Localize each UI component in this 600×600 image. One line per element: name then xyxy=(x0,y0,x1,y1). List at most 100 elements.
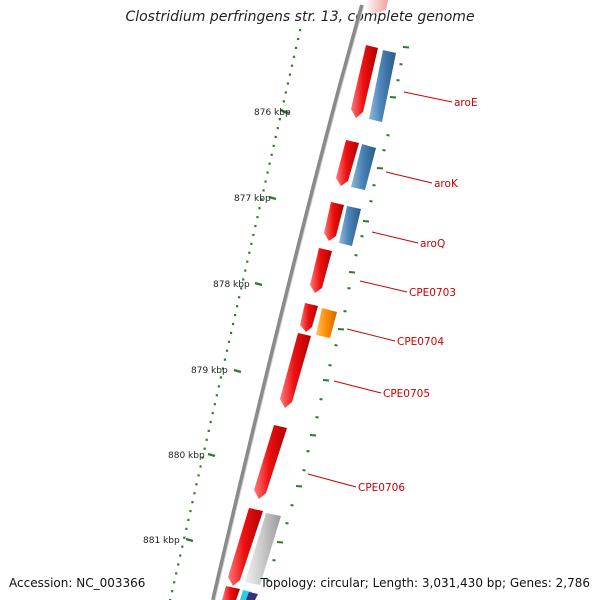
ruler-dot xyxy=(274,135,277,139)
ruler-major-tick xyxy=(281,109,290,115)
ruler-dot xyxy=(199,465,202,468)
ruler-dot xyxy=(221,367,225,370)
kbp-ruler xyxy=(169,29,302,600)
ruler-dot xyxy=(223,358,227,361)
ruler-dot xyxy=(179,554,182,557)
gene-CPE0706[interactable] xyxy=(254,425,287,499)
gc-tick xyxy=(306,450,310,453)
ruler-major-tick xyxy=(207,452,216,458)
ruler-dot xyxy=(248,251,251,254)
gc-tick xyxy=(285,522,289,525)
ruler-major-tick xyxy=(268,195,277,201)
gc-tick-marks xyxy=(266,46,410,582)
gc-tick xyxy=(382,149,386,152)
leader-line-CPE0703 xyxy=(359,280,408,293)
gene-gray-bottom[interactable] xyxy=(245,513,281,585)
leader-line-CPE0705 xyxy=(333,380,382,394)
ruler-dot xyxy=(177,563,180,566)
gc-tick xyxy=(369,200,373,203)
accession-text: Accession: NC_003366 xyxy=(9,576,146,590)
ruler-dot xyxy=(272,144,275,147)
leader-line-CPE0706 xyxy=(307,473,357,488)
gc-tick xyxy=(402,46,410,49)
ruler-dot xyxy=(191,501,194,504)
ruler-major-tick xyxy=(233,368,242,374)
map-title: Clostridium perfringens str. 13, complet… xyxy=(125,9,475,25)
ruler-dot xyxy=(246,260,249,263)
gene-label-CPE0704[interactable]: CPE0704 xyxy=(397,336,444,348)
gene-CPE0704[interactable] xyxy=(300,303,318,332)
gene-label-CPE0703[interactable]: CPE0703 xyxy=(409,287,456,299)
gene-CPE0703[interactable] xyxy=(310,248,332,293)
ruler-dot xyxy=(260,198,263,201)
gene-label-CPE0706[interactable]: CPE0706 xyxy=(358,482,405,494)
gene-purple-bottom[interactable] xyxy=(246,592,258,600)
genome-backbone xyxy=(211,4,364,600)
ruler-dot xyxy=(175,572,178,575)
gene-red-bottom-2[interactable] xyxy=(222,586,240,600)
gc-tick xyxy=(354,254,358,257)
ruler-dot xyxy=(201,456,204,459)
ruler-dot xyxy=(205,438,208,441)
gc-tick xyxy=(315,416,319,419)
ruler-label: 880 kbp xyxy=(168,451,205,461)
gc-tick xyxy=(328,364,332,367)
ruler-label: 877 kbp xyxy=(234,194,271,204)
ruler-label: 881 kbp xyxy=(143,536,180,546)
gc-tick xyxy=(319,398,323,401)
ruler-dot xyxy=(254,224,257,228)
gc-tick xyxy=(362,220,370,223)
gene-blue-aroQ[interactable] xyxy=(339,206,361,246)
ruler-dot xyxy=(290,64,294,67)
ruler-dot xyxy=(268,162,271,165)
ruler-dot xyxy=(193,492,196,495)
ruler-dot xyxy=(262,189,265,192)
gene-label-aroQ[interactable]: aroQ xyxy=(420,238,445,250)
ruler-dot xyxy=(282,100,285,103)
ruler-dot xyxy=(173,581,176,584)
gene-label-aroE[interactable]: aroE xyxy=(454,97,478,109)
gene-label-aroK[interactable]: aroK xyxy=(434,178,459,190)
gc-tick xyxy=(272,559,276,562)
ruler-dot xyxy=(292,55,296,58)
ruler-dot xyxy=(270,153,273,156)
gene-leader-lines xyxy=(307,91,453,488)
gene-aroE[interactable] xyxy=(351,45,378,118)
ruler-dot xyxy=(209,420,212,424)
ruler-dot xyxy=(231,322,235,326)
ruler-dot xyxy=(238,296,241,299)
gc-tick xyxy=(386,134,390,137)
gene-red-bottom-1[interactable] xyxy=(228,508,263,586)
gene-blue-aroE[interactable] xyxy=(369,50,396,122)
gc-tick xyxy=(348,271,356,274)
ruler-major-tick xyxy=(185,537,194,543)
gene-aroK[interactable] xyxy=(336,140,359,186)
gene-orange-CPE0704[interactable] xyxy=(316,308,337,338)
ruler-dot xyxy=(258,207,261,210)
gc-tick xyxy=(295,485,303,488)
ruler-label: 876 kbp xyxy=(254,108,291,118)
ruler-dot xyxy=(244,269,247,272)
ruler-dot xyxy=(215,394,218,397)
ruler-dot xyxy=(229,331,233,335)
ruler-dot xyxy=(276,126,279,130)
gene-blue-aroK[interactable] xyxy=(351,144,376,190)
gene-aroQ[interactable] xyxy=(324,202,344,241)
ruler-dot xyxy=(225,349,229,352)
gene-CPE0705[interactable] xyxy=(280,333,311,408)
gc-tick xyxy=(337,328,345,331)
leader-line-aroK xyxy=(385,171,433,184)
ruler-dot xyxy=(296,37,300,41)
gc-tick xyxy=(322,379,330,382)
ruler-dot xyxy=(240,287,243,290)
genome-backbone-highlight xyxy=(214,4,365,600)
ruler-dot xyxy=(195,483,198,486)
gc-tick xyxy=(396,79,400,82)
gc-tick xyxy=(347,287,351,290)
ruler-dot xyxy=(294,46,298,50)
ruler-dot xyxy=(171,590,174,593)
gene-labels: aroE aroK aroQ CPE0703 CPE0704 CPE0705 CPE0706 xyxy=(358,97,478,494)
ruler-dot xyxy=(288,73,292,76)
gene-label-CPE0705[interactable]: CPE0705 xyxy=(383,388,430,400)
